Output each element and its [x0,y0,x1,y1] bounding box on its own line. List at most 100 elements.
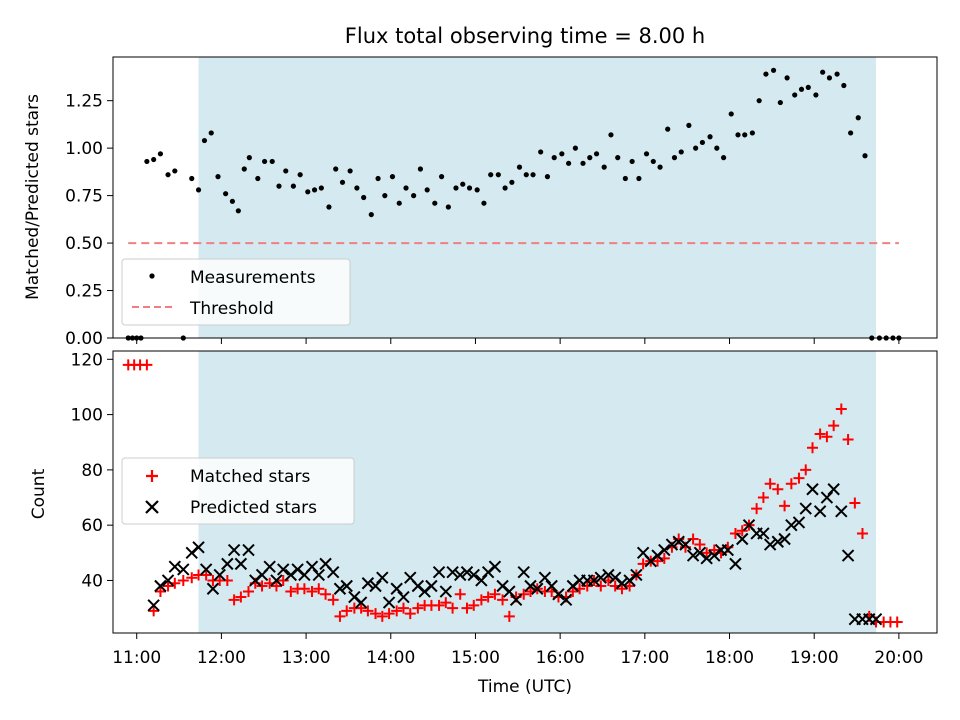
measurement-point [445,204,451,210]
matched-star-point [497,594,509,606]
measurement-point [516,164,523,170]
matched-star-point [708,544,720,556]
measurement-point [650,158,656,165]
x-tick-label: 13:00 [282,648,331,668]
matched-star-point [764,478,776,490]
predicted-star-point [312,568,325,582]
top-axes-frame [112,56,938,339]
measurement-point [509,179,515,185]
top-x-ticks [136,338,900,344]
measurement-point [714,145,720,151]
measurement-point [848,130,854,136]
matched-star-point [355,602,367,614]
matched-star-point [177,574,189,586]
matched-star-point [433,599,445,611]
predicted-stars-points [147,483,883,626]
measurement-point [593,151,600,157]
predicted-star-point [841,549,855,562]
measurement-point [720,155,727,161]
predicted-star-point [785,518,798,532]
top-legend-box [121,258,351,326]
matched-star-point [320,588,332,600]
matched-star-point [828,420,840,432]
bottom-x-ticks: 11:00 12:00 13:00 14:00 15:00 16:00 17:00 18:00… [112,633,923,668]
top-y-tick-label: 0.00 [65,329,103,349]
measurement-point [261,158,268,165]
measurement-point [172,168,178,174]
matched-star-point [482,591,494,603]
measurement-point [572,145,578,151]
measurement-point [742,132,748,138]
matched-stars-points [122,359,903,628]
matched-star-point [468,599,480,611]
matched-star-point [376,610,388,622]
predicted-star-point [475,574,488,587]
predicted-star-point [757,527,770,540]
predicted-star-point [460,565,474,579]
predicted-star-point [509,593,523,607]
legend-matched-label: Matched stars [190,467,310,487]
measurement-point [707,134,713,140]
measurement-point [481,200,487,206]
matched-star-point [447,602,459,614]
legend-predicted-label: Predicted stars [190,498,317,518]
predicted-star-point [531,582,544,595]
predicted-star-point [552,588,565,601]
x-tick-label: 15:00 [451,648,500,668]
predicted-star-point [615,577,629,590]
bottom-legend: Matched stars Predicted stars [121,457,355,525]
x-tick-label: 19:00 [790,648,839,668]
matched-star-point [567,586,579,598]
x-tick-label: 18:00 [705,648,754,668]
predicted-star-point [192,541,205,554]
measurement-point [770,67,777,73]
measurement-point [834,71,840,77]
top-y-tick-label: 0.75 [65,187,103,207]
predicted-star-point [340,579,353,593]
measurement-point [855,115,861,121]
measurement-point [580,160,586,166]
predicted-star-point [270,574,283,587]
matched-star-point [298,583,310,595]
matched-star-point [397,602,409,614]
measurement-point [201,137,208,144]
measurement-point [297,172,303,178]
bottom-legend-box [121,457,355,525]
predicted-star-point [524,579,537,593]
matched-star-point [694,539,706,551]
predicted-star-point [700,552,713,565]
measurement-point [798,86,805,92]
bottom-y-tick-label: 120 [71,350,103,370]
measurement-point [805,84,811,90]
legend-matched-marker [146,470,158,482]
measurement-point [636,175,642,182]
measurement-point [566,160,572,166]
predicted-star-point [630,568,643,582]
measurement-point [699,139,706,146]
predicted-star-point [354,596,368,609]
matched-star-point [785,478,797,490]
matched-star-point [856,527,868,539]
matched-star-point [327,594,339,606]
measurement-point [784,75,790,81]
measurement-point [424,187,430,193]
predicted-star-point [792,516,806,529]
measurement-point [333,166,339,172]
measurement-point [269,158,275,165]
predicted-star-point [147,599,160,612]
predicted-star-point [234,557,248,571]
matched-star-point [891,616,903,628]
measurement-point [417,166,424,172]
matched-star-point [757,492,769,504]
measurement-point [276,183,282,189]
measurement-point [841,82,847,89]
measurement-point [354,185,360,191]
x-tick-label: 17:00 [620,648,669,668]
predicted-star-point [213,568,226,582]
legend-measurements-label: Measurements [190,268,316,288]
predicted-star-point [679,538,692,551]
predicted-star-point [835,505,848,518]
measurement-point [223,191,229,197]
matched-star-point [270,580,282,592]
matched-star-point [186,572,198,584]
